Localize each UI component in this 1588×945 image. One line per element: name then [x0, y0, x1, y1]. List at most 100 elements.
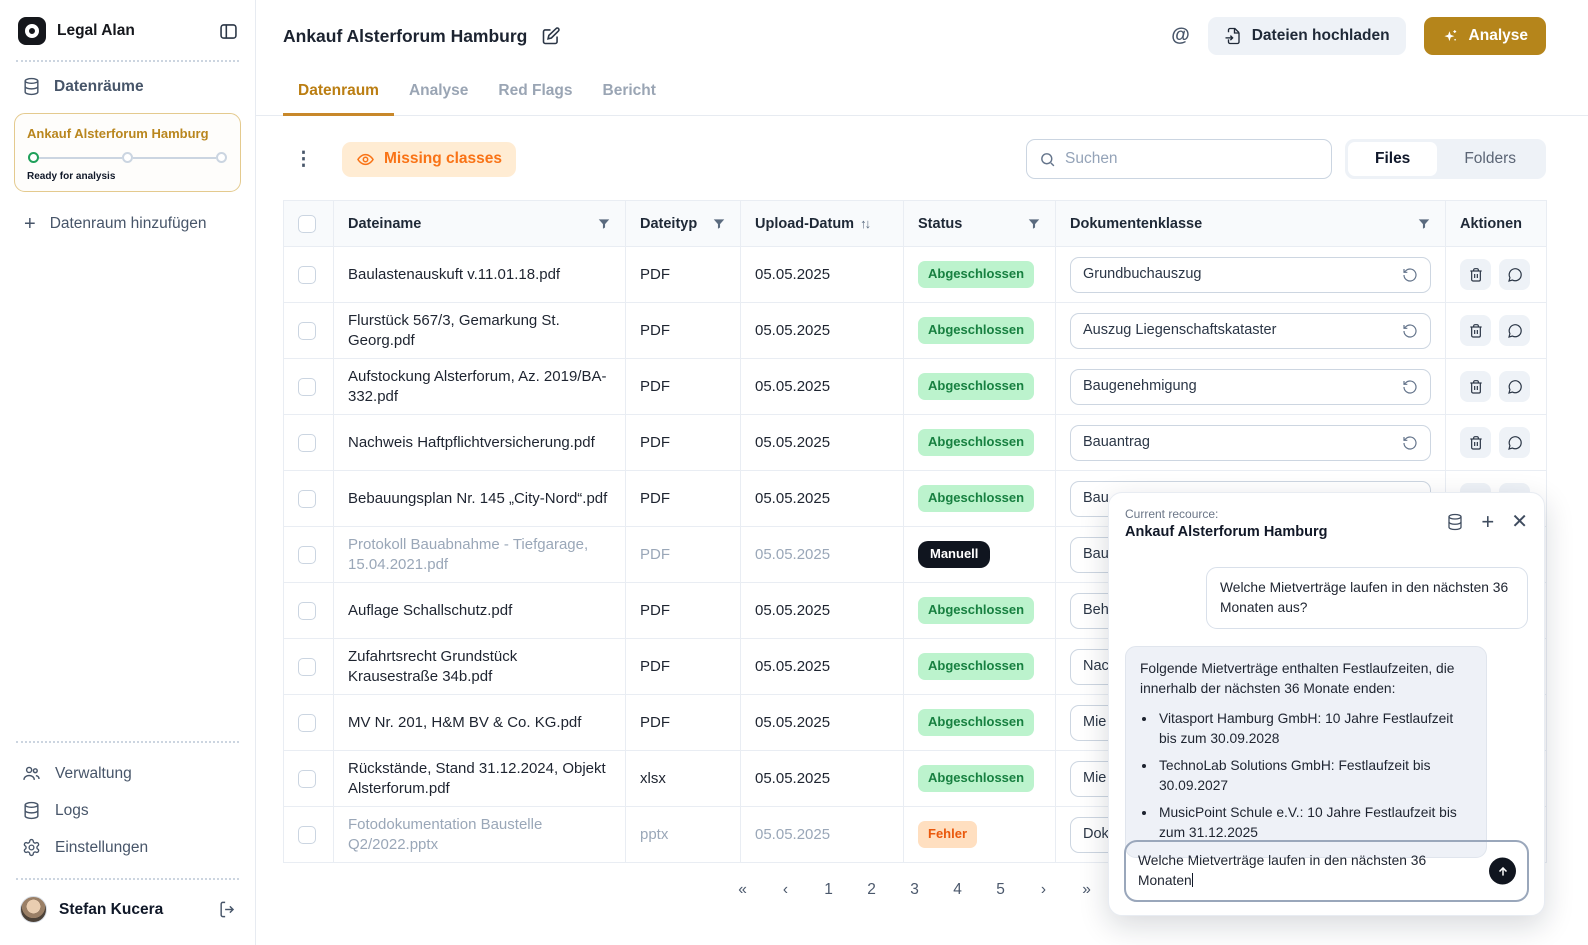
file-type: PDF — [640, 489, 670, 507]
trash-icon — [1468, 323, 1484, 339]
sidebar-item-einstellungen[interactable]: Einstellungen — [0, 829, 255, 866]
chat-bubble-icon — [1507, 267, 1523, 283]
upload-date: 05.05.2025 — [755, 657, 831, 675]
document-class-select[interactable]: Grundbuchauszug — [1070, 256, 1431, 293]
upload-files-button[interactable]: Dateien hochladen — [1207, 17, 1406, 55]
tab-analyse[interactable]: Analyse — [408, 82, 469, 99]
step-dot — [122, 152, 133, 163]
status-badge: Abgeschlossen — [918, 373, 1035, 400]
search-input[interactable] — [1064, 150, 1319, 168]
status-badge: Abgeschlossen — [918, 429, 1035, 456]
row-checkbox[interactable] — [298, 265, 316, 284]
page-nav[interactable]: » — [1082, 881, 1091, 898]
page-nav[interactable]: « — [738, 881, 747, 898]
chat-database-icon[interactable] — [1446, 513, 1464, 531]
more-options-menu[interactable]: ⋮ — [294, 148, 313, 170]
text-cursor — [1191, 873, 1194, 887]
tab-bar: Datenraum Analyse Red Flags Bericht — [256, 76, 1588, 116]
filter-icon[interactable] — [712, 217, 726, 231]
sidebar-item-datenraeume[interactable]: Datenräume — [0, 62, 255, 109]
upload-date: 05.05.2025 — [755, 825, 831, 843]
pagination: « ‹ 1 2 3 4 5 › » — [283, 863, 1546, 917]
missing-classes-filter[interactable]: Missing classes — [342, 141, 517, 177]
tab-datenraum[interactable]: Datenraum — [283, 76, 394, 116]
comment-file-button[interactable] — [1499, 427, 1530, 458]
document-class-value: Mie — [1083, 714, 1107, 731]
share-link-icon[interactable]: @ — [1171, 25, 1190, 46]
analyse-button[interactable]: Analyse — [1423, 17, 1546, 55]
chat-input[interactable]: Welche Mietverträge laufen in den nächst… — [1124, 840, 1529, 902]
row-checkbox[interactable] — [298, 713, 316, 732]
upload-date: 05.05.2025 — [755, 265, 831, 283]
delete-file-button[interactable] — [1460, 315, 1491, 346]
chat-bubble-icon — [1507, 323, 1523, 339]
row-checkbox[interactable] — [298, 489, 316, 508]
document-class-select[interactable]: Auszug Liegenschaftskataster — [1070, 312, 1431, 349]
status-badge: Abgeschlossen — [918, 261, 1035, 288]
main-content: Ankauf Alsterforum Hamburg @ Dateien hoc… — [256, 0, 1588, 945]
chat-close-icon[interactable]: ✕ — [1511, 511, 1528, 533]
document-class-value: Dok — [1083, 826, 1109, 843]
sidebar-item-verwaltung[interactable]: Verwaltung — [0, 755, 255, 792]
reset-class-icon[interactable] — [1402, 323, 1418, 339]
reset-class-icon[interactable] — [1402, 379, 1418, 395]
upload-date: 05.05.2025 — [755, 713, 831, 731]
row-checkbox[interactable] — [298, 545, 316, 564]
filter-icon[interactable] — [1027, 217, 1041, 231]
comment-file-button[interactable] — [1499, 371, 1530, 402]
filter-icon[interactable] — [597, 217, 611, 231]
select-all-checkbox[interactable] — [298, 214, 316, 233]
page-number[interactable]: 1 — [824, 881, 833, 898]
document-class-select[interactable]: Baugenehmigung — [1070, 368, 1431, 405]
sort-icon[interactable]: ↑↓ — [860, 216, 871, 231]
document-class-value: Mie — [1083, 770, 1107, 787]
page-nav[interactable]: › — [1040, 881, 1047, 898]
table-row: Flurstück 567/3, Gemarkung St. Georg.pdf… — [283, 302, 1547, 359]
search-box[interactable] — [1025, 139, 1332, 179]
chat-user-message: Welche Mietverträge laufen in den nächst… — [1206, 567, 1528, 629]
sidebar-collapse-button[interactable] — [218, 21, 239, 42]
file-type: PDF — [640, 657, 670, 675]
delete-file-button[interactable] — [1460, 427, 1491, 458]
chat-bubble-icon — [1507, 435, 1523, 451]
delete-file-button[interactable] — [1460, 371, 1491, 402]
page-nav[interactable]: ‹ — [782, 881, 789, 898]
rename-dataroom-button[interactable] — [540, 26, 561, 47]
row-checkbox[interactable] — [298, 433, 316, 452]
document-class-value: Beh — [1083, 602, 1109, 619]
chat-new-icon[interactable]: + — [1481, 509, 1495, 534]
toggle-files[interactable]: Files — [1347, 142, 1438, 176]
send-message-button[interactable] — [1489, 857, 1516, 885]
toggle-folders[interactable]: Folders — [1464, 150, 1516, 167]
page-title: Ankauf Alsterforum Hamburg — [283, 25, 528, 46]
row-checkbox[interactable] — [298, 377, 316, 396]
sidebar-item-logs[interactable]: Logs — [0, 792, 255, 829]
assistant-bullet: TechnoLab Solutions GmbH: Festlaufzeit b… — [1157, 756, 1472, 796]
page-number[interactable]: 3 — [910, 881, 919, 898]
row-checkbox[interactable] — [298, 657, 316, 676]
filter-icon[interactable] — [1417, 217, 1431, 231]
row-checkbox[interactable] — [298, 769, 316, 788]
user-menu[interactable]: Stefan Kucera — [0, 880, 255, 931]
page-number[interactable]: 4 — [953, 881, 962, 898]
page-number[interactable]: 5 — [996, 881, 1005, 898]
row-checkbox[interactable] — [298, 601, 316, 620]
dataroom-card[interactable]: Ankauf Alsterforum Hamburg Ready for ana… — [14, 113, 241, 192]
comment-file-button[interactable] — [1499, 259, 1530, 290]
comment-file-button[interactable] — [1499, 315, 1530, 346]
document-class-value: Bau — [1083, 490, 1109, 507]
tab-red-flags[interactable]: Red Flags — [498, 82, 573, 99]
delete-file-button[interactable] — [1460, 259, 1491, 290]
add-dataroom-button[interactable]: + Datenraum hinzufügen — [24, 213, 207, 235]
row-checkbox[interactable] — [298, 825, 316, 844]
reset-class-icon[interactable] — [1402, 267, 1418, 283]
chat-bubble-icon — [1507, 379, 1523, 395]
logout-button[interactable] — [218, 900, 237, 919]
status-badge: Abgeschlossen — [918, 653, 1035, 680]
document-class-value: Bau — [1083, 546, 1109, 563]
row-checkbox[interactable] — [298, 321, 316, 340]
page-number[interactable]: 2 — [867, 881, 876, 898]
tab-bericht[interactable]: Bericht — [602, 82, 656, 99]
reset-class-icon[interactable] — [1402, 435, 1418, 451]
document-class-select[interactable]: Bauantrag — [1070, 424, 1431, 461]
